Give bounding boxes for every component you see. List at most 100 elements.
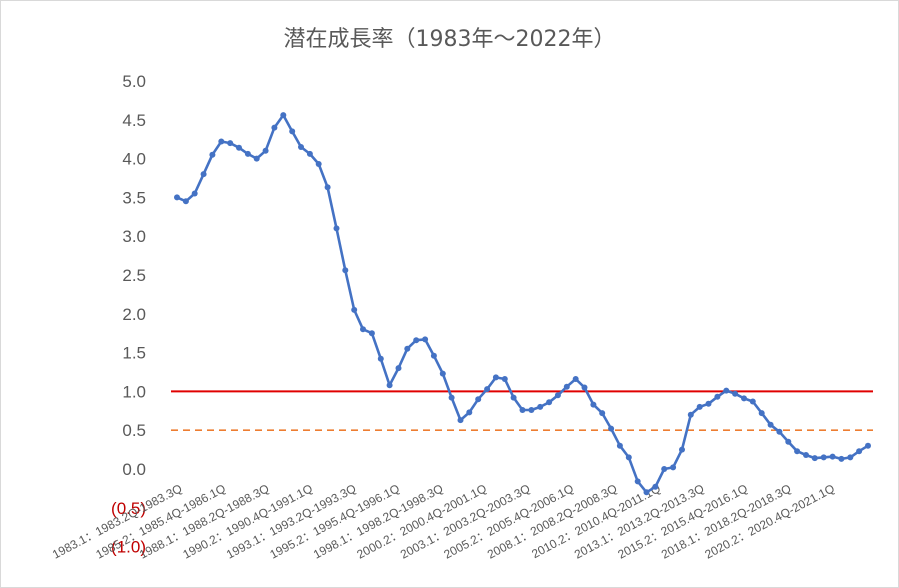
chart-title: 潜在成長率（1983年～2022年） <box>283 27 616 52</box>
data-point <box>333 225 340 232</box>
data-point <box>838 455 845 462</box>
data-point <box>413 337 420 344</box>
y-tick-label: 3.0 <box>122 227 146 246</box>
data-point <box>386 382 393 389</box>
data-point <box>377 355 384 362</box>
data-point <box>741 395 747 402</box>
data-point <box>501 376 508 382</box>
data-point <box>643 489 650 496</box>
data-point <box>820 454 827 461</box>
data-point <box>723 387 730 394</box>
data-point <box>856 448 863 455</box>
y-tick-label: 1.5 <box>122 344 146 363</box>
data-point <box>616 442 623 449</box>
data-point <box>324 184 331 191</box>
y-tick-label: 2.5 <box>122 266 146 285</box>
y-tick-label: 5.0 <box>122 72 146 91</box>
data-point <box>847 454 854 461</box>
y-tick-label: (0.5) <box>111 499 146 518</box>
data-point <box>298 144 304 150</box>
data-point <box>262 147 269 154</box>
data-point <box>767 421 774 428</box>
y-tick-label: 0.5 <box>122 421 146 440</box>
data-point <box>306 150 313 157</box>
series-layer <box>174 112 871 496</box>
data-point <box>811 455 818 462</box>
data-point <box>200 171 207 178</box>
data-point <box>351 306 358 313</box>
data-point <box>749 398 756 405</box>
data-point <box>315 161 322 167</box>
data-point <box>546 399 553 406</box>
data-point <box>599 410 606 417</box>
y-tick-label: 3.5 <box>122 188 146 207</box>
series-line <box>176 113 869 494</box>
data-point <box>484 386 491 393</box>
data-point <box>696 403 703 410</box>
y-tick-label: 1.0 <box>122 382 146 401</box>
data-point <box>670 464 677 471</box>
data-point <box>448 394 455 401</box>
data-point <box>865 442 871 449</box>
data-point <box>572 376 579 382</box>
data-point <box>404 345 411 352</box>
data-point <box>422 336 429 343</box>
data-point <box>758 410 765 417</box>
data-point <box>687 411 694 418</box>
data-point <box>209 151 216 158</box>
data-point <box>732 390 739 397</box>
data-point <box>625 454 632 461</box>
data-point <box>360 326 366 333</box>
data-point <box>253 155 260 162</box>
y-tick-label: 4.5 <box>122 111 146 130</box>
data-point <box>803 452 809 458</box>
data-point <box>519 407 526 413</box>
y-tick-label: 2.0 <box>122 305 146 324</box>
reference-lines <box>171 390 873 432</box>
data-point <box>475 396 482 403</box>
data-point <box>492 374 499 381</box>
data-point <box>227 140 234 147</box>
x-axis-ticks: 1983.1：1983.2Q-1983.3Q1985.2：1985.4Q-198… <box>50 481 837 561</box>
y-tick-label: 0.0 <box>122 460 146 479</box>
y-axis-ticks: (1.0) (0.5) 0.0 0.5 1.0 1.5 2.0 2.5 3.0 3.5 4.0 4.5… <box>111 72 146 557</box>
data-point <box>439 370 446 377</box>
data-point <box>244 150 251 157</box>
data-point <box>182 198 189 205</box>
data-point <box>705 400 712 407</box>
data-point <box>563 383 570 390</box>
data-point <box>280 112 287 119</box>
y-tick-label: 4.0 <box>122 150 146 169</box>
data-point <box>368 330 375 337</box>
data-point <box>528 407 535 413</box>
data-point <box>289 128 296 135</box>
data-point <box>342 267 349 274</box>
data-point <box>554 392 561 399</box>
data-point <box>714 393 721 400</box>
data-point <box>661 466 668 472</box>
data-point <box>236 144 242 151</box>
data-point <box>581 384 588 391</box>
data-point <box>457 417 464 424</box>
data-point <box>590 401 597 408</box>
data-point <box>395 365 402 372</box>
data-point <box>510 394 517 401</box>
data-point <box>191 190 198 197</box>
data-point <box>466 409 473 416</box>
data-point <box>679 446 685 453</box>
data-point <box>218 138 225 145</box>
data-point <box>271 124 278 131</box>
data-point <box>652 483 659 490</box>
data-point <box>785 438 792 445</box>
data-point <box>608 425 615 432</box>
data-point <box>794 448 801 455</box>
data-point <box>537 403 544 410</box>
data-point <box>634 478 641 485</box>
data-point <box>174 194 180 201</box>
data-point <box>776 428 783 435</box>
y-tick-label: (1.0) <box>111 538 146 557</box>
data-point <box>430 352 437 359</box>
data-point <box>829 453 836 460</box>
